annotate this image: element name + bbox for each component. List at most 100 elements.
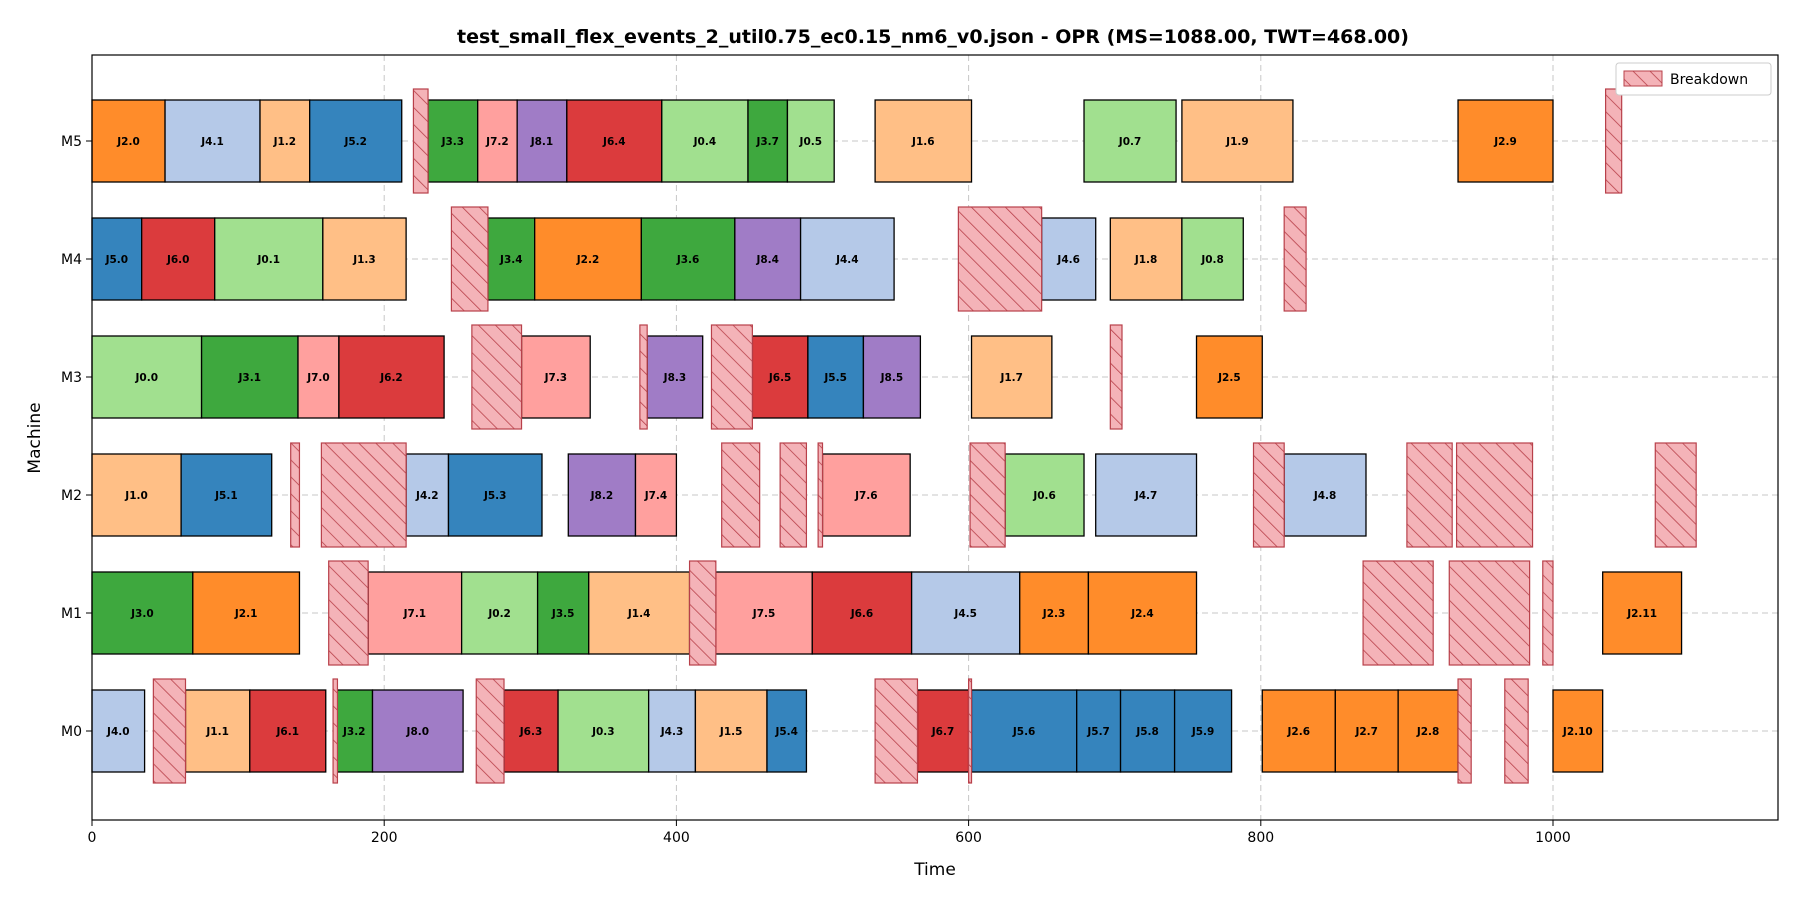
- operation-label: J1.9: [1225, 136, 1249, 148]
- operation-bar: J5.9: [1173, 689, 1233, 773]
- operation-label: J4.3: [660, 726, 684, 738]
- operation-label: J2.1: [234, 608, 258, 620]
- operation-rect: [1173, 689, 1233, 773]
- operation-bar: J7.4: [634, 453, 678, 537]
- operation-rect: [91, 335, 203, 419]
- breakdown-bar: [721, 442, 761, 548]
- operation-rect: [91, 453, 182, 537]
- operation-label: J2.11: [1626, 608, 1657, 620]
- operation-bar: J0.5: [786, 99, 835, 183]
- operation-bar: J3.6: [640, 217, 736, 301]
- operation-label: J1.5: [719, 726, 743, 738]
- operation-bar: J2.7: [1334, 689, 1399, 773]
- operation-label: J3.0: [130, 608, 154, 620]
- operation-label: J1.3: [352, 254, 376, 266]
- operation-rect: [807, 335, 865, 419]
- operation-label: J7.3: [544, 372, 568, 384]
- operation-rect: [1181, 217, 1244, 301]
- operation-bar: J3.4: [487, 217, 536, 301]
- operation-bar: J6.2: [338, 335, 445, 419]
- breakdown-bar: [152, 678, 187, 784]
- operation-bar: J5.2: [309, 99, 403, 183]
- operation-label: J5.4: [774, 726, 798, 738]
- operation-bar: J4.1: [164, 99, 261, 183]
- operation-label: J8.3: [663, 372, 687, 384]
- operation-bar: J3.1: [200, 335, 299, 419]
- bars: J4.0 J1.1 J6.1 J3.2 J8.0 J6.3 J0.3 J4.3 J1.5 J5.4…: [91, 88, 1697, 784]
- plot-frame: [91, 54, 1779, 821]
- x-tick-label: 0: [88, 830, 97, 846]
- operation-bar: J5.1: [180, 453, 273, 537]
- operation-rect: [367, 571, 463, 655]
- legend: Breakdown: [1615, 62, 1772, 96]
- operation-bar: J7.5: [715, 571, 813, 655]
- operation-bar: J8.4: [734, 217, 802, 301]
- operation-rect: [1076, 689, 1122, 773]
- operation-rect: [970, 689, 1078, 773]
- operation-label: J7.4: [644, 490, 668, 502]
- operation-bar: J3.3: [427, 99, 479, 183]
- operation-bar: J5.5: [807, 335, 865, 419]
- operation-rect: [821, 453, 911, 537]
- operation-bar: J7.6: [821, 453, 911, 537]
- operation-label: J3.1: [238, 372, 262, 384]
- operation-bar: J2.5: [1195, 335, 1263, 419]
- breakdown-bar: [1406, 442, 1453, 548]
- operation-bar: J6.1: [249, 689, 327, 773]
- operation-label: J0.8: [1200, 254, 1224, 266]
- operation-label: J2.9: [1493, 136, 1517, 148]
- operation-bar: J0.8: [1181, 217, 1244, 301]
- operation-label: J2.10: [1562, 726, 1593, 738]
- operation-bar: J8.5: [862, 335, 922, 419]
- breakdown-bar: [639, 324, 648, 430]
- operation-bar: J4.6: [1041, 217, 1097, 301]
- breakdown-bar: [1654, 442, 1697, 548]
- operation-rect: [916, 689, 970, 773]
- operation-rect: [694, 689, 768, 773]
- operation-rect: [164, 99, 261, 183]
- operation-bar: J1.6: [874, 99, 973, 183]
- y-tick-label: M5: [61, 134, 82, 150]
- operation-label: J4.0: [106, 726, 130, 738]
- operation-rect: [427, 99, 479, 183]
- operation-label: J2.0: [116, 136, 140, 148]
- operation-label: J1.1: [205, 726, 229, 738]
- operation-rect: [910, 571, 1021, 655]
- operation-rect: [200, 335, 299, 419]
- operation-bar: J1.8: [1109, 217, 1183, 301]
- operation-rect: [566, 99, 663, 183]
- operation-label: J0.5: [799, 136, 823, 148]
- operation-rect: [1095, 453, 1198, 537]
- operation-rect: [1195, 335, 1263, 419]
- operation-rect: [862, 335, 922, 419]
- operation-label: J2.2: [576, 254, 600, 266]
- x-tick-label: 800: [1247, 830, 1274, 846]
- operation-rect: [503, 689, 559, 773]
- operation-bar: J1.2: [259, 99, 311, 183]
- operation-bar: J2.1: [192, 571, 301, 655]
- operation-bar: J6.7: [916, 689, 970, 773]
- operation-label: J4.1: [200, 136, 224, 148]
- breakdown-bar: [957, 206, 1043, 312]
- operation-rect: [141, 217, 216, 301]
- operation-label: J2.4: [1130, 608, 1154, 620]
- operation-rect: [661, 99, 749, 183]
- breakdown-bar: [1252, 442, 1285, 548]
- operation-rect: [1602, 571, 1683, 655]
- operation-bar: J1.0: [91, 453, 182, 537]
- operation-rect: [640, 217, 736, 301]
- operation-bar: J6.0: [141, 217, 216, 301]
- operation-label: J6.5: [768, 372, 792, 384]
- operation-label: J5.1: [214, 490, 238, 502]
- operation-bar: J6.3: [503, 689, 559, 773]
- operation-bar: J7.0: [297, 335, 340, 419]
- operation-bar: J8.1: [516, 99, 568, 183]
- operation-bar: J2.8: [1397, 689, 1459, 773]
- operation-bar: J4.8: [1283, 453, 1367, 537]
- operation-bar: J7.2: [477, 99, 518, 183]
- operation-bar: J5.7: [1076, 689, 1122, 773]
- operation-label: J3.7: [755, 136, 779, 148]
- operation-bar: J2.11: [1602, 571, 1683, 655]
- operation-label: J4.2: [415, 490, 439, 502]
